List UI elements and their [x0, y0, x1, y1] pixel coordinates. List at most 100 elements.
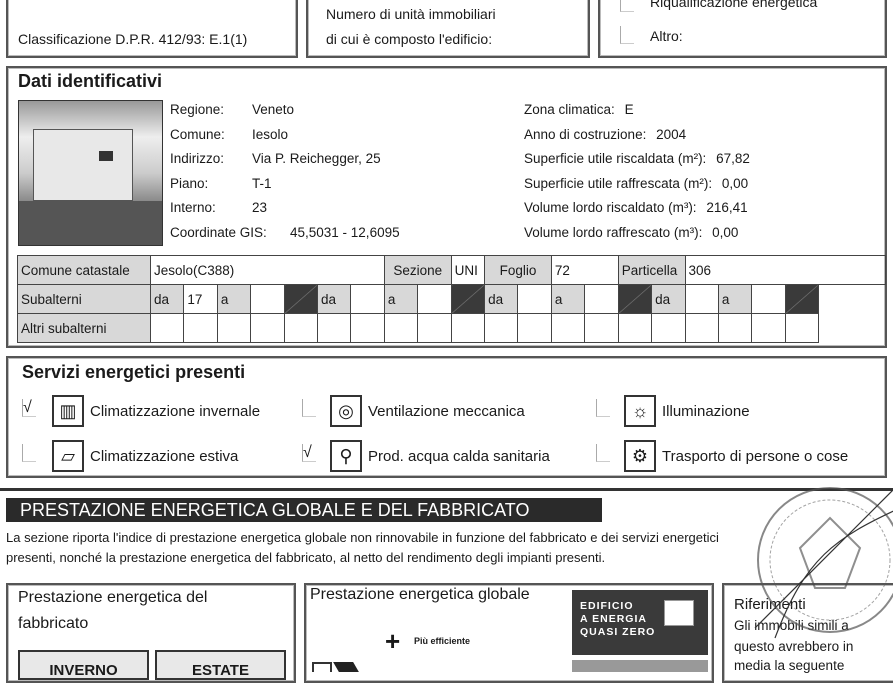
particella-label: Particella: [617, 255, 686, 285]
altri-subalterni-cell[interactable]: [751, 313, 786, 343]
servizio-checkbox[interactable]: [22, 444, 36, 462]
subalterno-da-label: da: [651, 284, 686, 314]
altro-checkbox[interactable]: [620, 26, 634, 44]
units-box: Numero di unità immobiliari di cui è com…: [306, 0, 590, 58]
dati-value: Iesolo: [252, 126, 289, 142]
dati-value: 216,41: [706, 200, 748, 216]
altri-subalterni-cell[interactable]: [450, 313, 486, 343]
comune-catastale-label: Comune catastale: [17, 255, 151, 285]
altri-subalterni-cell[interactable]: [317, 313, 352, 343]
gear-icon: ⚙: [624, 440, 656, 472]
altri-subalterni-cell[interactable]: [350, 313, 385, 343]
catasto-table: Comune catastale Jesolo(C388) Sezione UN…: [17, 255, 886, 343]
servizio-checkbox[interactable]: √: [302, 444, 316, 462]
altri-subalterni-cell[interactable]: [617, 313, 653, 343]
fan-icon: ◎: [330, 395, 362, 427]
servizio-checkbox[interactable]: [596, 399, 610, 417]
units-label-2: di cui è composto l'edificio:: [326, 31, 493, 47]
energy-class-bar: [572, 660, 708, 672]
servizio-label: Climatizzazione estiva: [90, 448, 239, 465]
building-photo: [18, 100, 163, 246]
dati-label: Interno:: [170, 200, 216, 216]
subalterno-a-value: [250, 284, 285, 314]
altri-subalterni-cell[interactable]: [417, 313, 452, 343]
separator-cell: [450, 284, 486, 314]
plus-icon: +: [385, 626, 401, 656]
altri-subalterni-cell[interactable]: [517, 313, 552, 343]
dati-label: Volume lordo riscaldato (m³):: [524, 200, 697, 216]
riferimenti-line-2: questo avrebbero in: [734, 639, 854, 654]
dati-item: Zona climatica: E: [524, 102, 634, 117]
dati-label: Piano:: [170, 175, 209, 191]
prestazione-desc-1: La sezione riporta l'indice di prestazio…: [6, 530, 719, 545]
subalterno-da-label: da: [317, 284, 352, 314]
altri-subalterni-cell[interactable]: [584, 313, 619, 343]
altri-subalterni-cell[interactable]: [149, 313, 185, 343]
subalterno-da-value: [350, 284, 385, 314]
nzeb-box: EDIFICIO A ENERGIA QUASI ZERO: [572, 590, 708, 655]
divider: [0, 488, 893, 491]
servizio-checkbox[interactable]: [302, 399, 316, 417]
nzeb-line-1: EDIFICIO: [580, 600, 634, 612]
dati-value: 45,5031 - 12,6095: [290, 225, 400, 240]
dati-label: Comune:: [170, 126, 225, 142]
riqualificazione-checkbox[interactable]: [620, 0, 634, 12]
subalterno-a-label: a: [717, 284, 753, 314]
fabbricato-title-2: fabbricato: [18, 615, 89, 632]
separator-cell: [617, 284, 653, 314]
dati-item: Anno di costruzione: 2004: [524, 127, 686, 142]
subalterno-a-label: a: [216, 284, 252, 314]
altri-subalterni-cell[interactable]: [784, 313, 820, 343]
altri-subalterni-cell[interactable]: [651, 313, 686, 343]
comune-catastale-value: Jesolo(C388): [150, 255, 385, 285]
servizio-checkbox[interactable]: √: [22, 399, 36, 417]
altri-subalterni-label: Altri subalterni: [17, 313, 151, 343]
foglio-label: Foglio: [484, 255, 552, 285]
altri-subalterni-cell[interactable]: [684, 313, 719, 343]
dati-title: Dati identificativi: [18, 71, 163, 91]
servizio-label: Trasporto di persone o cose: [662, 448, 849, 465]
subalterno-da-value: [517, 284, 552, 314]
riferimenti-line-3: media la seguente: [734, 658, 845, 673]
altri-subalterni-cell[interactable]: [283, 313, 319, 343]
altri-subalterni-cell[interactable]: [250, 313, 285, 343]
altri-subalterni-cell[interactable]: [550, 313, 586, 343]
altri-subalterni-cell[interactable]: [717, 313, 753, 343]
dati-label: Anno di costruzione:: [524, 126, 647, 142]
inverno-box: INVERNO: [18, 650, 149, 680]
dati-label: Regione:: [170, 102, 225, 117]
dati-item: Superficie utile riscaldata (m²): 67,82: [524, 151, 750, 166]
units-label-1: Numero di unità immobiliari: [326, 6, 496, 22]
dati-label: Coordinate GIS:: [170, 225, 267, 240]
altri-subalterni-cell[interactable]: [383, 313, 419, 343]
servizio-label: Climatizzazione invernale: [90, 403, 261, 420]
subalterno-da-value: [684, 284, 719, 314]
nzeb-line-2: A ENERGIA: [580, 613, 647, 625]
altri-subalterni-cell[interactable]: [216, 313, 252, 343]
faucet-icon: ⚲: [330, 440, 362, 472]
nzeb-checkbox[interactable]: [664, 600, 694, 626]
separator-cell: [283, 284, 319, 314]
dati-value: T-1: [252, 175, 272, 191]
subalterno-a-value: [751, 284, 786, 314]
dati-label: Zona climatica:: [524, 102, 615, 117]
dati-item: Volume lordo raffrescato (m³): 0,00: [524, 225, 738, 240]
subalterno-da-value: 17: [183, 284, 218, 314]
dati-identificativi-section: [6, 66, 887, 348]
classification-text: Classificazione D.P.R. 412/93: E.1(1): [18, 31, 248, 47]
separator-cell: [784, 284, 820, 314]
dati-label: Indirizzo:: [170, 151, 225, 167]
altri-subalterni-cell[interactable]: [484, 313, 519, 343]
dati-value: 2004: [656, 126, 687, 142]
altri-subalterni-cell[interactable]: [183, 313, 218, 343]
piu-efficiente-label: Più efficiente: [414, 636, 471, 646]
dati-value: 0,00: [712, 225, 739, 240]
subalterno-da-label: da: [149, 284, 185, 314]
sezione-value: UNI: [450, 255, 486, 285]
official-stamp: [754, 487, 893, 639]
radiator-icon: ▥: [52, 395, 84, 427]
servizio-checkbox[interactable]: [596, 444, 610, 462]
subalterni-label: Subalterni: [17, 284, 151, 314]
riqualificazione-label: Riqualificazione energetica: [650, 0, 818, 10]
altro-label: Altro:: [650, 28, 683, 44]
